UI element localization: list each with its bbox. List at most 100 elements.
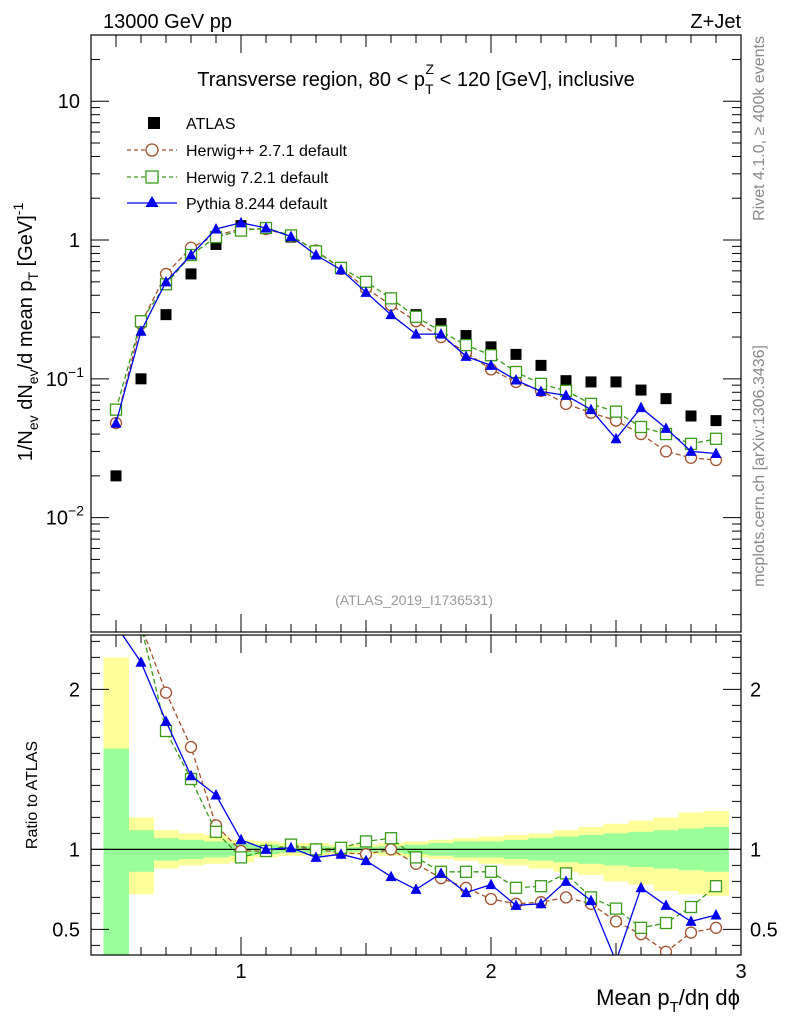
ratio-point-herwigpp: [484, 892, 498, 906]
main-series-herwigpp: [109, 222, 723, 467]
main-point-pythia: [360, 286, 372, 297]
main-point-herwig7: [709, 432, 723, 445]
ratio-point-herwigpp: [609, 915, 623, 928]
main-point-pythia: [285, 230, 297, 242]
main-point-pythia: [460, 350, 472, 361]
ratio-band-inner: [103, 748, 129, 955]
legend-marker-pythia: [145, 196, 159, 207]
ratio-point-herwig7: [384, 832, 398, 845]
ratio-y-axis-label: Ratio to ATLAS: [24, 741, 41, 849]
ratio-y-tick-label-left: 1: [69, 839, 80, 861]
main-point-atlas: [160, 309, 172, 321]
main-point-atlas: [110, 470, 122, 482]
ratio-point-herwig7: [534, 880, 548, 893]
legend-label-herwig7: Herwig 7.2.1 default: [186, 170, 329, 187]
main-point-pythia: [185, 249, 197, 260]
legend-marker-atlas: [148, 117, 160, 129]
ratio-point-pythia: [435, 867, 447, 878]
ratio-point-pythia: [585, 894, 597, 906]
analysis-id: (ATLAS_2019_I1736531): [335, 592, 493, 608]
ratio-point-herwigpp: [684, 926, 698, 939]
main-y-axis-label: 1/Nev dNev/d mean pT [GeV]-1: [10, 203, 41, 462]
plot-title: Transverse region, 80 < pTZ < 120 [GeV],…: [197, 61, 635, 97]
main-point-atlas: [210, 238, 222, 250]
legend-marker-herwig7: [145, 170, 159, 184]
ratio-line-pythia: [121, 635, 717, 955]
main-series-pythia: [110, 216, 722, 458]
mcplots-label: mcplots.cern.ch [arXiv:1306.3436]: [751, 345, 768, 587]
x-tick-label: 1: [235, 961, 246, 983]
ratio-point-pythia: [185, 769, 197, 781]
main-point-pythia: [635, 401, 647, 413]
ratio-plot-panel: 0.5 0.5 1 1 2 2 1 2 3: [52, 634, 778, 983]
ratio-point-pythia: [260, 843, 272, 854]
ratio-point-pythia: [410, 883, 422, 894]
main-point-herwig7: [409, 310, 423, 323]
main-point-pythia: [335, 263, 347, 275]
ratio-point-herwigpp: [184, 740, 198, 754]
ratio-point-pythia: [385, 870, 397, 882]
main-point-herwigpp: [659, 445, 673, 458]
ratio-point-herwig7: [209, 825, 223, 838]
main-point-atlas: [535, 359, 547, 371]
ratio-point-herwig7: [609, 902, 623, 915]
x-tick-label: 2: [485, 961, 496, 983]
ratio-point-pythia: [535, 897, 547, 909]
ratio-point-herwig7: [634, 921, 648, 934]
main-point-atlas: [510, 348, 522, 360]
main-point-pythia: [585, 403, 597, 415]
ratio-series-herwigpp: [143, 635, 723, 955]
ratio-y-tick-label-left: 0.5: [52, 919, 80, 941]
main-point-pythia: [135, 325, 147, 336]
main-point-herwig7: [609, 405, 623, 418]
ratio-point-herwigpp: [559, 891, 573, 904]
ratio-point-pythia: [160, 715, 172, 726]
ratio-y-tick-label-right: 1: [750, 839, 761, 861]
ratio-point-herwig7: [659, 916, 673, 930]
main-point-atlas: [635, 384, 647, 396]
ratio-point-herwig7: [359, 835, 373, 848]
legend-marker-herwigpp: [145, 143, 159, 157]
ratio-point-herwig7: [459, 865, 473, 878]
main-point-pythia: [310, 249, 322, 260]
main-point-herwig7: [459, 338, 473, 352]
main-point-pythia: [110, 417, 122, 428]
main-point-pythia: [485, 359, 497, 370]
ratio-point-herwig7: [684, 900, 698, 914]
main-point-herwig7: [384, 292, 398, 305]
ratio-y-tick-label-left: 2: [69, 679, 80, 701]
main-point-atlas: [135, 373, 147, 385]
ratio-point-pythia: [635, 881, 647, 893]
ratio-point-pythia: [710, 909, 722, 920]
legend-label-atlas: ATLAS: [186, 116, 236, 133]
ratio-point-herwig7: [709, 880, 723, 893]
main-point-herwigpp: [559, 397, 573, 411]
ratio-line-herwigpp: [143, 635, 717, 953]
legend-label-herwigpp: Herwig++ 2.7.1 default: [186, 143, 348, 160]
main-point-herwig7: [484, 349, 498, 362]
main-point-atlas: [560, 375, 572, 387]
main-point-pythia: [410, 328, 422, 339]
ratio-plot-frame: [90, 634, 742, 956]
ratio-point-pythia: [235, 833, 247, 845]
ratio-point-pythia: [485, 878, 497, 890]
ratio-point-pythia: [560, 875, 572, 886]
main-point-pythia: [160, 275, 172, 287]
ratio-point-pythia: [660, 899, 672, 910]
header-process: Z+Jet: [690, 11, 741, 33]
main-point-atlas: [685, 410, 697, 422]
ratio-point-pythia: [135, 656, 147, 667]
ratio-point-herwigpp: [384, 843, 398, 856]
main-point-atlas: [660, 393, 672, 405]
ratio-line-herwig7: [142, 635, 717, 929]
main-point-herwig7: [359, 275, 373, 288]
main-point-pythia: [660, 422, 672, 433]
ratio-point-pythia: [510, 899, 522, 910]
header-energy: 13000 GeV pp: [103, 11, 232, 33]
ratio-band-inner: [128, 830, 154, 872]
main-point-pythia: [610, 432, 622, 444]
main-y-tick-label: 10−1: [46, 364, 84, 391]
main-point-pythia: [385, 308, 397, 320]
main-point-pythia: [235, 216, 247, 228]
